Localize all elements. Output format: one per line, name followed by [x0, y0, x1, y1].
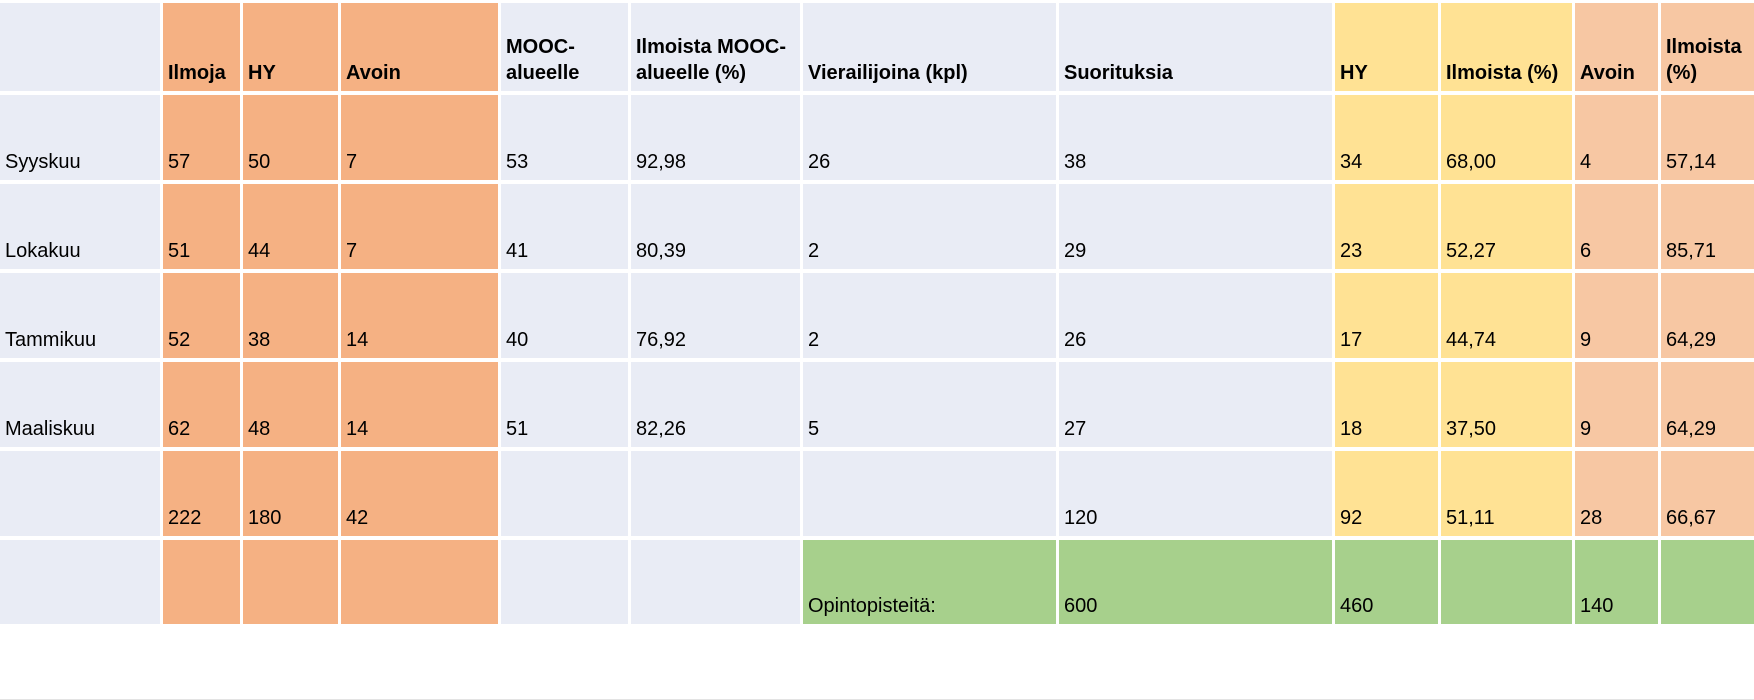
table-cell-ilmoja[interactable]: 62: [163, 362, 240, 447]
column-header-mooc-alueelle[interactable]: MOOC-alueelle: [501, 3, 628, 91]
table-cell-ilmoista-pct-hy[interactable]: 52,27: [1441, 184, 1572, 269]
table-cell-ilmoista-pct-avoin[interactable]: 64,29: [1661, 273, 1754, 358]
column-header-hy-avoin-side[interactable]: HY: [1335, 3, 1438, 91]
table-cell-hy-avoin-side[interactable]: 18: [1335, 362, 1438, 447]
row-label[interactable]: [0, 540, 160, 624]
table-cell-avoin[interactable]: [341, 540, 498, 624]
table-cell-vierailijoina-kpl[interactable]: 2: [803, 184, 1056, 269]
table-cell-hy[interactable]: [243, 540, 338, 624]
table-cell-ilmoista-pct-avoin[interactable]: 57,14: [1661, 95, 1754, 180]
empty-area-below-table: [0, 628, 1754, 699]
table-cell-ilmoja[interactable]: 57: [163, 95, 240, 180]
table-cell-mooc-alueelle[interactable]: 53: [501, 95, 628, 180]
table-cell-hy[interactable]: 44: [243, 184, 338, 269]
table-cell-hy[interactable]: 38: [243, 273, 338, 358]
table-cell-mooc-alueelle[interactable]: [501, 451, 628, 536]
table-cell-ilmoista-pct-avoin[interactable]: 85,71: [1661, 184, 1754, 269]
table-cell-ilmoista-mooc-alueelle-pct[interactable]: 76,92: [631, 273, 800, 358]
table-cell-vierailijoina-kpl[interactable]: 5: [803, 362, 1056, 447]
table-cell-ilmoista-mooc-alueelle-pct[interactable]: [631, 540, 800, 624]
table-cell-hy[interactable]: 50: [243, 95, 338, 180]
table-cell-hy-avoin-side[interactable]: 92: [1335, 451, 1438, 536]
table-cell-avoin-side[interactable]: 28: [1575, 451, 1658, 536]
table-cell-ilmoista-pct-avoin[interactable]: 66,67: [1661, 451, 1754, 536]
table-cell-avoin[interactable]: 42: [341, 451, 498, 536]
row-label[interactable]: Lokakuu: [0, 184, 160, 269]
table-cell-ilmoista-mooc-alueelle-pct[interactable]: 80,39: [631, 184, 800, 269]
table-cell-ilmoista-pct-hy[interactable]: 51,11: [1441, 451, 1572, 536]
table-cell-vierailijoina-kpl[interactable]: Opintopisteitä:: [803, 540, 1056, 624]
column-header-ilmoista-mooc-alueelle-pct[interactable]: Ilmoista MOOC-alueelle (%): [631, 3, 800, 91]
table-cell-ilmoja[interactable]: [163, 540, 240, 624]
table-cell-ilmoja[interactable]: 52: [163, 273, 240, 358]
table-cell-ilmoista-pct-hy[interactable]: 37,50: [1441, 362, 1572, 447]
table-cell-hy[interactable]: 180: [243, 451, 338, 536]
table-cell-vierailijoina-kpl[interactable]: 2: [803, 273, 1056, 358]
column-header-avoin-side[interactable]: Avoin: [1575, 3, 1658, 91]
table-cell-hy-avoin-side[interactable]: 34: [1335, 95, 1438, 180]
column-header-month[interactable]: [0, 3, 160, 91]
table-cell-ilmoja[interactable]: 222: [163, 451, 240, 536]
table-cell-mooc-alueelle[interactable]: 41: [501, 184, 628, 269]
table-cell-suorituksia[interactable]: 38: [1059, 95, 1332, 180]
table-cell-avoin-side[interactable]: 9: [1575, 273, 1658, 358]
row-label[interactable]: Syyskuu: [0, 95, 160, 180]
column-header-suorituksia[interactable]: Suorituksia: [1059, 3, 1332, 91]
table-cell-ilmoja[interactable]: 51: [163, 184, 240, 269]
column-header-ilmoista-pct-avoin[interactable]: Ilmoista (%): [1661, 3, 1754, 91]
table-cell-ilmoista-pct-hy[interactable]: [1441, 540, 1572, 624]
table-cell-mooc-alueelle[interactable]: 40: [501, 273, 628, 358]
table-cell-avoin[interactable]: 14: [341, 273, 498, 358]
table-cell-avoin[interactable]: 7: [341, 95, 498, 180]
table-cell-suorituksia[interactable]: 27: [1059, 362, 1332, 447]
table-cell-vierailijoina-kpl[interactable]: [803, 451, 1056, 536]
table-cell-hy-avoin-side[interactable]: 17: [1335, 273, 1438, 358]
table-cell-suorituksia[interactable]: 120: [1059, 451, 1332, 536]
table-cell-ilmoista-mooc-alueelle-pct[interactable]: [631, 451, 800, 536]
table-cell-hy-avoin-side[interactable]: 23: [1335, 184, 1438, 269]
column-header-ilmoja[interactable]: Ilmoja: [163, 3, 240, 91]
row-label[interactable]: [0, 451, 160, 536]
row-label[interactable]: Maaliskuu: [0, 362, 160, 447]
table-cell-suorituksia[interactable]: 29: [1059, 184, 1332, 269]
table-cell-avoin-side[interactable]: 9: [1575, 362, 1658, 447]
table-cell-avoin-side[interactable]: 6: [1575, 184, 1658, 269]
table-cell-suorituksia[interactable]: 600: [1059, 540, 1332, 624]
table-cell-hy-avoin-side[interactable]: 460: [1335, 540, 1438, 624]
table-cell-avoin[interactable]: 14: [341, 362, 498, 447]
table-cell-ilmoista-pct-avoin[interactable]: 64,29: [1661, 362, 1754, 447]
table-cell-ilmoista-mooc-alueelle-pct[interactable]: 82,26: [631, 362, 800, 447]
table-cell-ilmoista-mooc-alueelle-pct[interactable]: 92,98: [631, 95, 800, 180]
table-cell-avoin-side[interactable]: 4: [1575, 95, 1658, 180]
column-header-vierailijoina-kpl[interactable]: Vierailijoina (kpl): [803, 3, 1056, 91]
table-cell-ilmoista-pct-avoin[interactable]: [1661, 540, 1754, 624]
table-cell-vierailijoina-kpl[interactable]: 26: [803, 95, 1056, 180]
table-cell-ilmoista-pct-hy[interactable]: 68,00: [1441, 95, 1572, 180]
table-cell-mooc-alueelle[interactable]: [501, 540, 628, 624]
column-header-hy[interactable]: HY: [243, 3, 338, 91]
table-cell-hy[interactable]: 48: [243, 362, 338, 447]
column-header-avoin[interactable]: Avoin: [341, 3, 498, 91]
table-cell-avoin-side[interactable]: 140: [1575, 540, 1658, 624]
table-cell-avoin[interactable]: 7: [341, 184, 498, 269]
table-cell-mooc-alueelle[interactable]: 51: [501, 362, 628, 447]
table-cell-ilmoista-pct-hy[interactable]: 44,74: [1441, 273, 1572, 358]
column-header-ilmoista-pct-hy[interactable]: Ilmoista (%): [1441, 3, 1572, 91]
row-label[interactable]: Tammikuu: [0, 273, 160, 358]
table-cell-suorituksia[interactable]: 26: [1059, 273, 1332, 358]
